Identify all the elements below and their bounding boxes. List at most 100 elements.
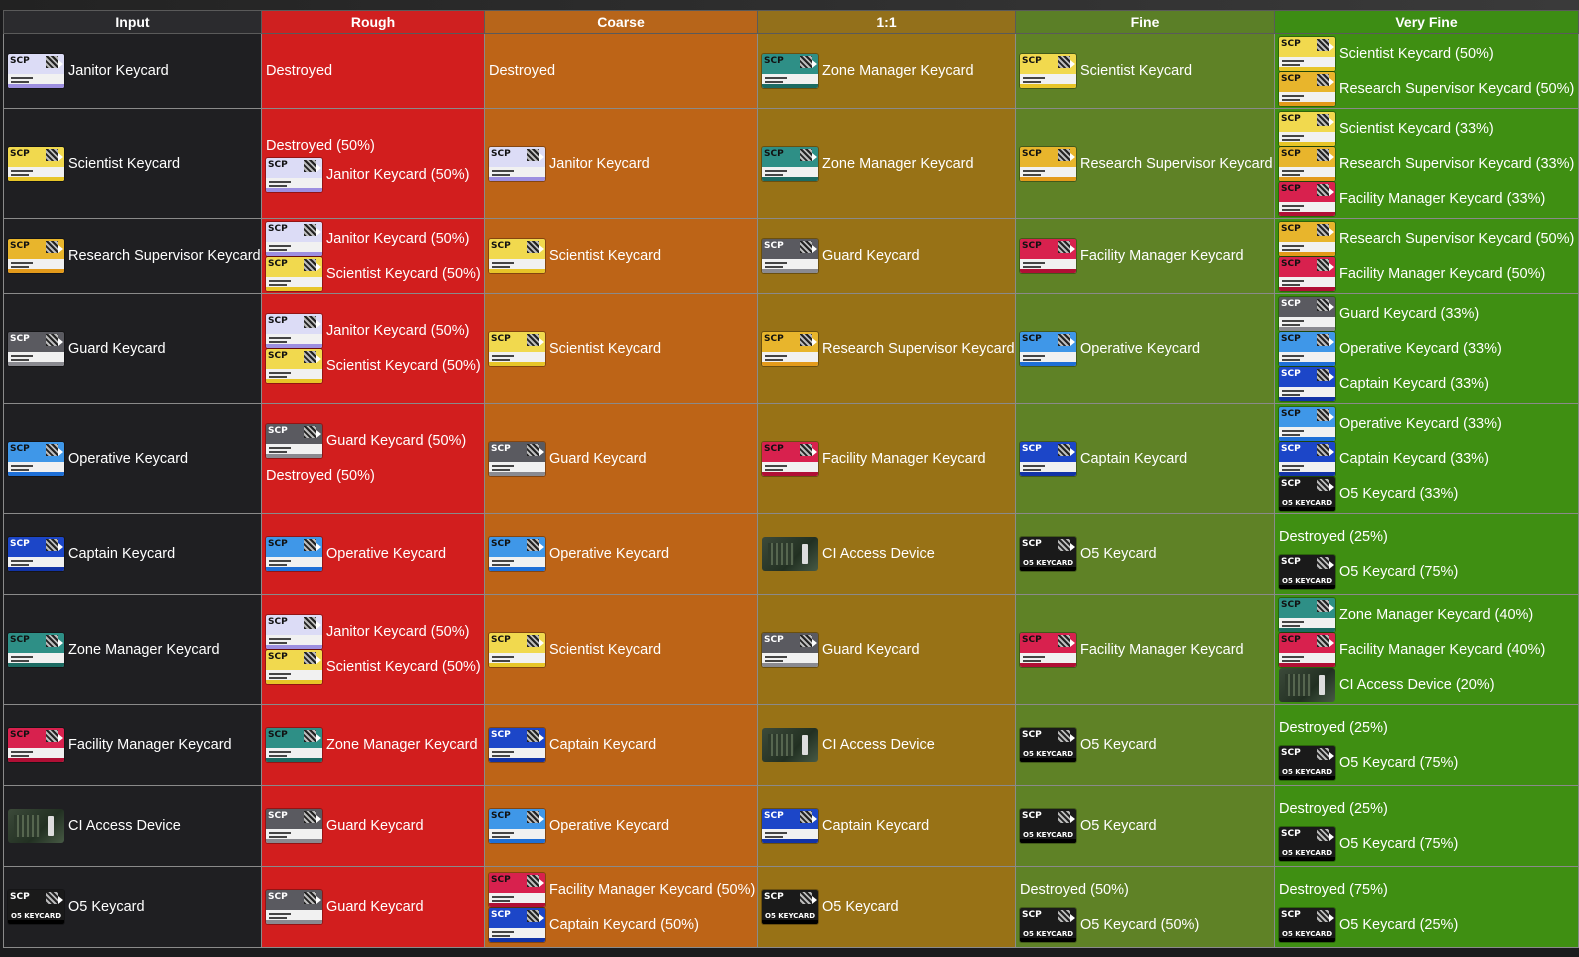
result-label: O5 Keycard (75%) <box>1339 835 1459 852</box>
result-label: Facility Manager Keycard <box>1080 641 1244 658</box>
recipe-result: SCP Research Supervisor Keycard <box>8 239 261 274</box>
scientist-keycard-icon: SCP <box>1279 36 1335 71</box>
cell-one: SCP Guard Keycard <box>757 218 1016 294</box>
cell-input: SCP Janitor Keycard <box>3 33 262 109</box>
header-row: Input Rough Coarse 1:1 Fine Very Fine <box>3 10 1579 34</box>
cell-fine: SCP Captain Keycard <box>1015 403 1275 514</box>
result-label: Scientist Keycard <box>549 248 662 264</box>
result-label: Janitor Keycard (50%) <box>326 166 470 183</box>
cell-input: SCP Facility Manager Keycard <box>3 704 262 786</box>
recipe-result: SCP Zone Manager Keycard (40%) <box>1279 597 1574 632</box>
result-label: Operative Keycard <box>549 818 670 834</box>
recipe-result-destroyed: Destroyed (25%) <box>1279 710 1574 745</box>
ci-access-device-icon <box>762 537 818 571</box>
cell-coarse: SCP Facility Manager Keycard (50%) SCP Capt… <box>484 866 758 948</box>
recipe-result: SCP Janitor Keycard (50%) <box>266 221 480 256</box>
result-label: Captain Keycard <box>822 818 930 834</box>
cell-one: SCP Zone Manager Keycard <box>757 33 1016 109</box>
cell-one: SCP Research Supervisor Keycard <box>757 293 1016 404</box>
recipe-result: CI Access Device <box>762 728 1011 763</box>
recipe-result: SCP Zone Manager Keycard <box>762 146 1011 181</box>
cell-one: SCP Facility Manager Keycard <box>757 403 1016 514</box>
o5-keycard-icon: SCP O5 KEYCARD <box>1279 826 1335 861</box>
recipe-result: SCP Captain Keycard <box>489 728 753 763</box>
recipe-result: SCP Operative Keycard (33%) <box>1279 406 1574 441</box>
recipe-result: SCP Scientist Keycard <box>489 632 753 667</box>
research-supervisor-keycard-icon: SCP <box>762 331 818 366</box>
zone-manager-keycard-icon: SCP <box>266 728 322 762</box>
result-label: Facility Manager Keycard <box>1080 248 1244 264</box>
result-label: Janitor Keycard (50%) <box>326 323 470 339</box>
result-label: Zone Manager Keycard <box>822 63 974 79</box>
guard-keycard-icon: SCP <box>8 331 64 366</box>
recipe-result: SCP Janitor Keycard (50%) <box>266 157 480 192</box>
recipe-result: SCP Janitor Keycard <box>489 146 753 181</box>
result-label: O5 Keycard <box>68 899 145 915</box>
result-label: O5 Keycard <box>1080 546 1157 562</box>
captain-keycard-icon: SCP <box>8 537 64 571</box>
cell-rough: SCP Janitor Keycard (50%) SCP Scientist Key… <box>261 594 485 705</box>
header-input: Input <box>3 10 262 34</box>
recipe-result: SCP O5 KEYCARD O5 Keycard (75%) <box>1279 745 1574 780</box>
result-label: Research Supervisor Keycard (33%) <box>1339 155 1575 172</box>
cell-fine: SCP O5 KEYCARD O5 Keycard <box>1015 785 1275 867</box>
result-label: Janitor Keycard <box>549 155 650 172</box>
cell-rough: SCP Janitor Keycard (50%) SCP Scientist Key… <box>261 218 485 294</box>
cell-fine: SCP O5 KEYCARD O5 Keycard <box>1015 513 1275 595</box>
recipe-result: SCP Facility Manager Keycard (33%) <box>1279 181 1574 216</box>
cell-fine: SCP O5 KEYCARD O5 Keycard <box>1015 704 1275 786</box>
scientist-keycard-icon: SCP <box>489 331 545 366</box>
result-label: O5 Keycard <box>1080 737 1157 753</box>
cell-vfine: SCP Scientist Keycard (50%) SCP Research Su… <box>1274 33 1579 109</box>
result-label: Scientist Keycard (33%) <box>1339 120 1494 137</box>
research-supervisor-keycard-icon: SCP <box>1279 221 1335 256</box>
guard-keycard-icon: SCP <box>266 890 322 924</box>
recipe-result: SCP Captain Keycard <box>8 537 257 572</box>
operative-keycard-icon: SCP <box>489 537 545 571</box>
guard-keycard-icon: SCP <box>1279 296 1335 331</box>
result-label: Zone Manager Keycard <box>822 155 974 172</box>
recipe-result: SCP O5 KEYCARD O5 Keycard (75%) <box>1279 554 1574 589</box>
table-row: SCP O5 KEYCARD O5 Keycard SCP Guard Keycard S… <box>3 866 1579 948</box>
cell-coarse: SCP Operative Keycard <box>484 785 758 867</box>
janitor-keycard-icon: SCP <box>266 221 322 256</box>
recipe-result: SCP Guard Keycard <box>762 239 1011 274</box>
facility-manager-keycard-icon: SCP <box>8 728 64 762</box>
recipe-result-destroyed: Destroyed <box>266 54 480 89</box>
recipe-result-destroyed: Destroyed (50%) <box>266 459 480 494</box>
cell-rough: Destroyed <box>261 33 485 109</box>
cell-vfine: SCP Guard Keycard (33%) SCP Operative Keyca… <box>1274 293 1579 404</box>
cell-input: SCP Captain Keycard <box>3 513 262 595</box>
result-label: O5 Keycard (75%) <box>1339 754 1459 771</box>
o5-keycard-icon: SCP O5 KEYCARD <box>1279 745 1335 780</box>
result-label: O5 Keycard <box>822 899 899 915</box>
result-label: Destroyed (25%) <box>1279 800 1388 817</box>
facility-manager-keycard-icon: SCP <box>1279 632 1335 667</box>
o5-keycard-icon: SCP O5 KEYCARD <box>1279 476 1335 511</box>
recipe-result: SCP Scientist Keycard (50%) <box>266 256 481 291</box>
result-label: Guard Keycard <box>68 340 166 357</box>
o5-keycard-icon: SCP O5 KEYCARD <box>1020 907 1076 942</box>
cell-input: SCP Research Supervisor Keycard <box>3 218 262 294</box>
recipe-result-destroyed: Destroyed (25%) <box>1279 519 1574 554</box>
recipe-result: SCP Operative Keycard <box>489 809 753 844</box>
result-label: Captain Keycard <box>549 737 657 753</box>
result-label: Zone Manager Keycard <box>68 641 220 658</box>
result-label: Destroyed (50%) <box>1020 881 1129 898</box>
recipe-result: SCP O5 KEYCARD O5 Keycard <box>762 890 1011 925</box>
scientist-keycard-icon: SCP <box>266 349 322 383</box>
result-label: Research Supervisor Keycard <box>68 248 261 264</box>
o5-keycard-icon: SCP O5 KEYCARD <box>762 890 818 924</box>
result-label: Guard Keycard <box>822 248 920 264</box>
header-one-to-one: 1:1 <box>757 10 1016 34</box>
operative-keycard-icon: SCP <box>266 537 322 571</box>
recipe-result: CI Access Device (20%) <box>1279 667 1574 702</box>
cell-input: SCP Guard Keycard <box>3 293 262 404</box>
recipe-result: SCP Scientist Keycard (50%) <box>1279 36 1574 71</box>
result-label: Guard Keycard <box>549 450 647 467</box>
header-fine: Fine <box>1015 10 1275 34</box>
recipe-result: SCP Facility Manager Keycard <box>762 441 1011 476</box>
cell-fine: SCP Facility Manager Keycard <box>1015 594 1275 705</box>
result-label: CI Access Device <box>68 818 181 834</box>
table-row: SCP Guard Keycard SCP Janitor Keycard (50%)… <box>3 293 1579 404</box>
